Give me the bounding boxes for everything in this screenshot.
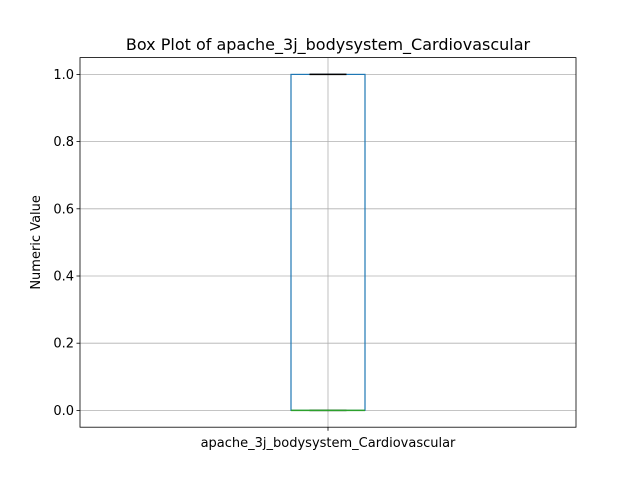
y-tick-label: 0.6 <box>53 202 74 217</box>
y-tick-label: 0.0 <box>53 404 74 419</box>
box-layer <box>290 73 366 412</box>
y-tick-label: 0.8 <box>53 135 74 150</box>
chart-title: Box Plot of apache_3j_bodysystem_Cardiov… <box>126 35 531 55</box>
y-tick-label: 0.2 <box>53 337 74 352</box>
tick-layer: 0.0 0.2 0.4 0.6 0.8 1.0 apache_3j_bodysystem_C… <box>53 68 456 451</box>
y-tick-label: 1.0 <box>53 68 74 83</box>
x-tick-label: apache_3j_bodysystem_Cardiovascular <box>201 436 456 451</box>
y-axis-label: Numeric Value <box>29 195 44 290</box>
y-tick-label: 0.4 <box>53 270 74 285</box>
